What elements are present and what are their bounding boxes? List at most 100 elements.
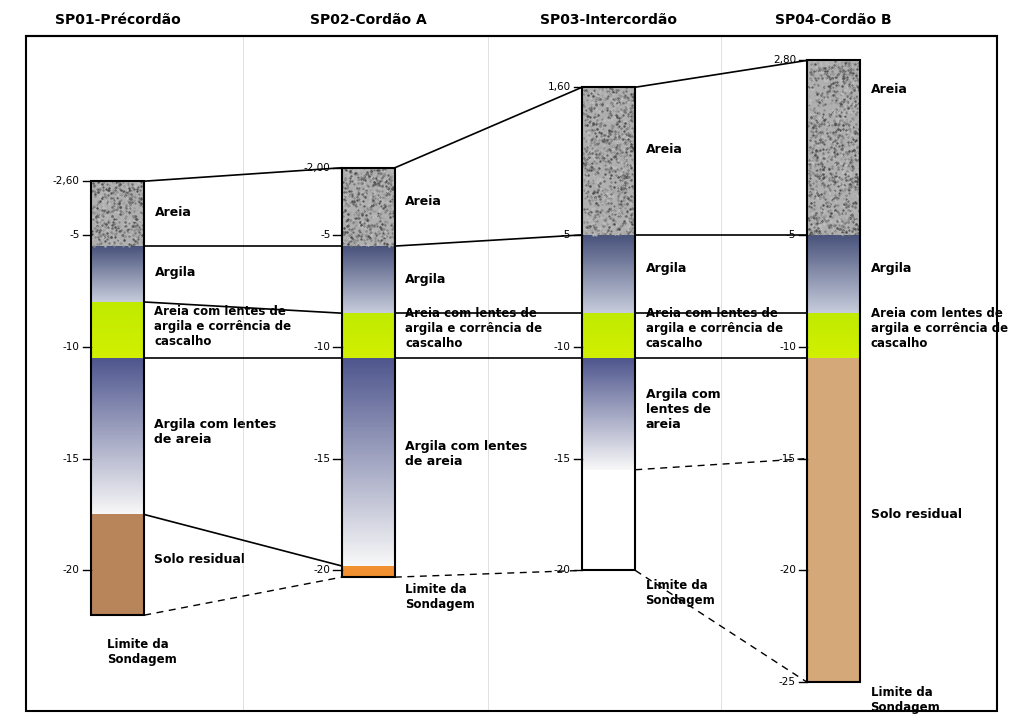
Bar	[582, 307, 635, 308]
Bar	[807, 302, 860, 303]
Bar	[342, 361, 395, 363]
Bar	[342, 387, 395, 389]
Bar	[91, 402, 144, 403]
Bar	[582, 255, 635, 256]
Bar	[91, 453, 144, 454]
Bar	[582, 291, 635, 292]
Bar	[91, 387, 144, 389]
Bar	[582, 456, 635, 457]
Text: -20: -20	[554, 566, 571, 575]
Bar	[807, 269, 860, 270]
Bar	[342, 429, 395, 430]
Bar	[582, 270, 635, 271]
Bar	[582, 434, 635, 435]
Bar	[342, 550, 395, 552]
Bar	[582, 469, 635, 470]
Text: -2,00: -2,00	[304, 163, 330, 173]
Text: Areia com lentes de
argila e corrência de
cascalho: Areia com lentes de argila e corrência d…	[154, 305, 292, 348]
Bar	[582, 446, 635, 447]
Text: Argila: Argila	[154, 266, 195, 279]
Bar	[582, 275, 635, 276]
Bar	[582, 296, 635, 297]
Bar	[807, 291, 860, 292]
Bar	[342, 413, 395, 415]
Bar	[91, 390, 144, 392]
Bar	[807, 256, 860, 257]
Bar	[582, 442, 635, 443]
Bar	[342, 448, 395, 450]
Bar	[582, 465, 635, 466]
Bar	[342, 360, 395, 361]
Bar	[91, 432, 144, 433]
Bar	[807, 244, 860, 245]
Bar	[342, 555, 395, 558]
Bar	[807, 237, 860, 238]
Bar	[342, 358, 395, 360]
Bar	[807, 290, 860, 291]
Bar	[807, 247, 860, 248]
Bar	[582, 447, 635, 449]
Bar	[807, 289, 860, 290]
Bar	[582, 397, 635, 398]
Text: -10: -10	[314, 342, 330, 352]
Text: -15: -15	[62, 454, 80, 464]
Bar	[582, 288, 635, 289]
Bar	[91, 438, 144, 440]
Text: -5: -5	[786, 230, 796, 240]
Bar	[582, 292, 635, 293]
Bar	[91, 362, 144, 363]
Bar	[342, 548, 395, 550]
Text: 1,60: 1,60	[547, 82, 571, 92]
Bar	[342, 375, 395, 377]
Bar	[807, 250, 860, 251]
Bar	[582, 276, 635, 277]
Bar	[582, 439, 635, 440]
Bar	[582, 413, 635, 414]
Bar	[91, 181, 144, 246]
Bar	[582, 463, 635, 464]
Bar	[807, 298, 860, 299]
Bar	[342, 374, 395, 375]
Bar	[582, 268, 635, 269]
Bar	[582, 425, 635, 426]
Bar	[342, 444, 395, 446]
Bar	[807, 236, 860, 237]
Text: Argila com
lentes de
areia: Argila com lentes de areia	[646, 388, 720, 431]
Bar	[807, 238, 860, 239]
Bar	[342, 379, 395, 380]
Bar	[91, 380, 144, 382]
Bar	[342, 403, 395, 405]
Bar	[582, 400, 635, 401]
Bar	[342, 564, 395, 566]
Bar	[582, 406, 635, 407]
Bar	[582, 388, 635, 390]
Bar	[807, 301, 860, 302]
Text: -5: -5	[70, 230, 80, 240]
Bar	[91, 474, 144, 475]
Bar	[582, 295, 635, 296]
Bar	[342, 484, 395, 486]
Text: SP04-Cordão B: SP04-Cordão B	[775, 13, 892, 27]
Bar	[91, 371, 144, 372]
Bar	[91, 500, 144, 502]
Bar	[91, 492, 144, 494]
Bar	[582, 450, 635, 451]
Bar	[91, 462, 144, 464]
Bar	[582, 280, 635, 281]
Bar	[807, 281, 860, 282]
Bar	[342, 483, 395, 484]
Bar	[582, 245, 635, 246]
Bar	[582, 416, 635, 417]
Text: -20: -20	[63, 566, 80, 575]
Bar	[582, 364, 635, 366]
Bar	[342, 389, 395, 391]
Bar	[582, 260, 635, 261]
Bar	[91, 475, 144, 477]
Bar	[91, 494, 144, 495]
Bar	[582, 369, 635, 370]
Bar	[582, 418, 635, 419]
Bar	[91, 363, 144, 364]
Bar	[91, 415, 144, 417]
Bar	[91, 418, 144, 419]
Bar	[582, 269, 635, 270]
